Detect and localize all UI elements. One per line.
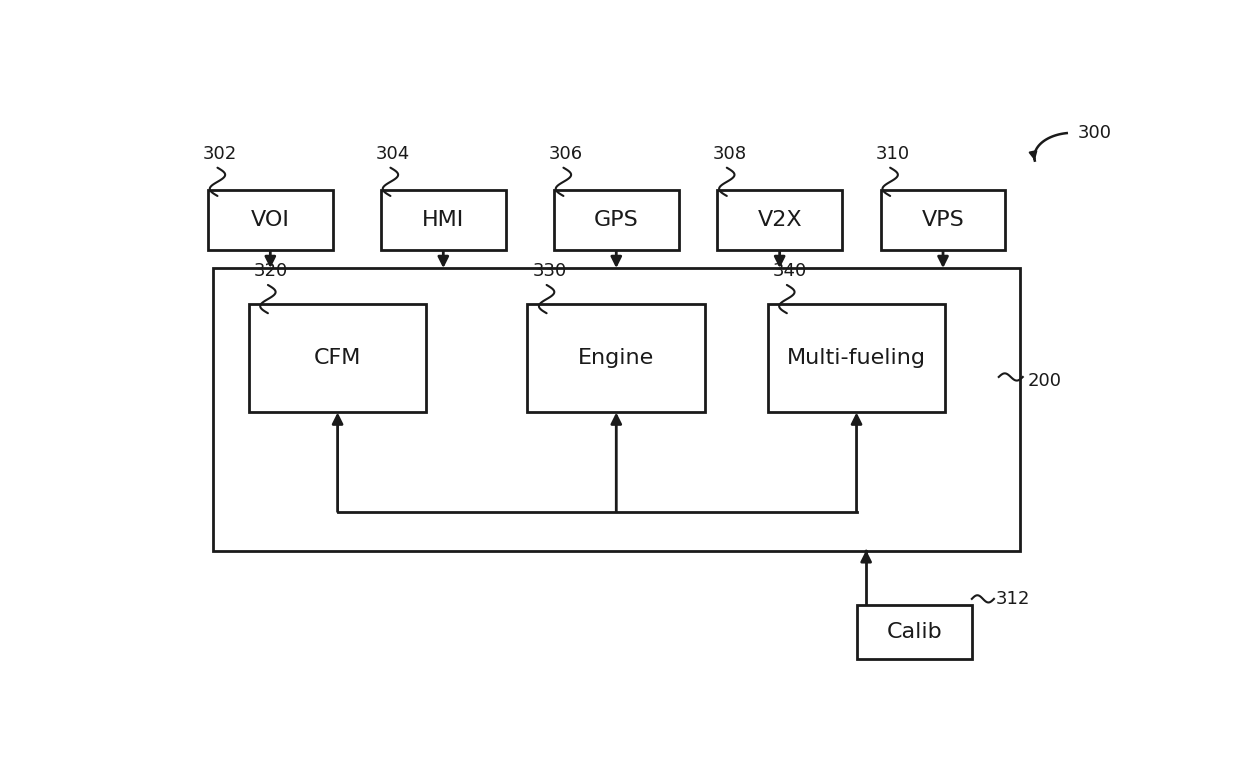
Text: Multi-fueling: Multi-fueling bbox=[787, 348, 926, 369]
Text: CFM: CFM bbox=[314, 348, 361, 369]
Text: 308: 308 bbox=[712, 145, 746, 163]
Text: HMI: HMI bbox=[422, 210, 465, 230]
Text: 302: 302 bbox=[203, 145, 237, 163]
Bar bbox=[768, 304, 945, 412]
Text: Engine: Engine bbox=[578, 348, 655, 369]
Text: 312: 312 bbox=[996, 590, 1030, 608]
Text: 304: 304 bbox=[376, 145, 410, 163]
Bar bbox=[208, 190, 332, 250]
Text: 320: 320 bbox=[253, 262, 288, 280]
Text: 330: 330 bbox=[532, 262, 567, 280]
Text: 300: 300 bbox=[1078, 124, 1111, 142]
Bar bbox=[880, 190, 1006, 250]
Text: V2X: V2X bbox=[758, 210, 802, 230]
Bar bbox=[717, 190, 842, 250]
Text: GPS: GPS bbox=[594, 210, 639, 230]
Text: VOI: VOI bbox=[250, 210, 290, 230]
Bar bbox=[249, 304, 427, 412]
Text: 200: 200 bbox=[1028, 373, 1061, 390]
Text: 310: 310 bbox=[875, 145, 910, 163]
Text: 306: 306 bbox=[549, 145, 583, 163]
Text: Calib: Calib bbox=[887, 622, 942, 642]
Bar bbox=[857, 604, 972, 659]
Text: VPS: VPS bbox=[921, 210, 965, 230]
Text: 340: 340 bbox=[773, 262, 807, 280]
Bar bbox=[213, 268, 1019, 551]
Bar bbox=[527, 304, 706, 412]
Bar bbox=[381, 190, 506, 250]
Bar bbox=[554, 190, 678, 250]
